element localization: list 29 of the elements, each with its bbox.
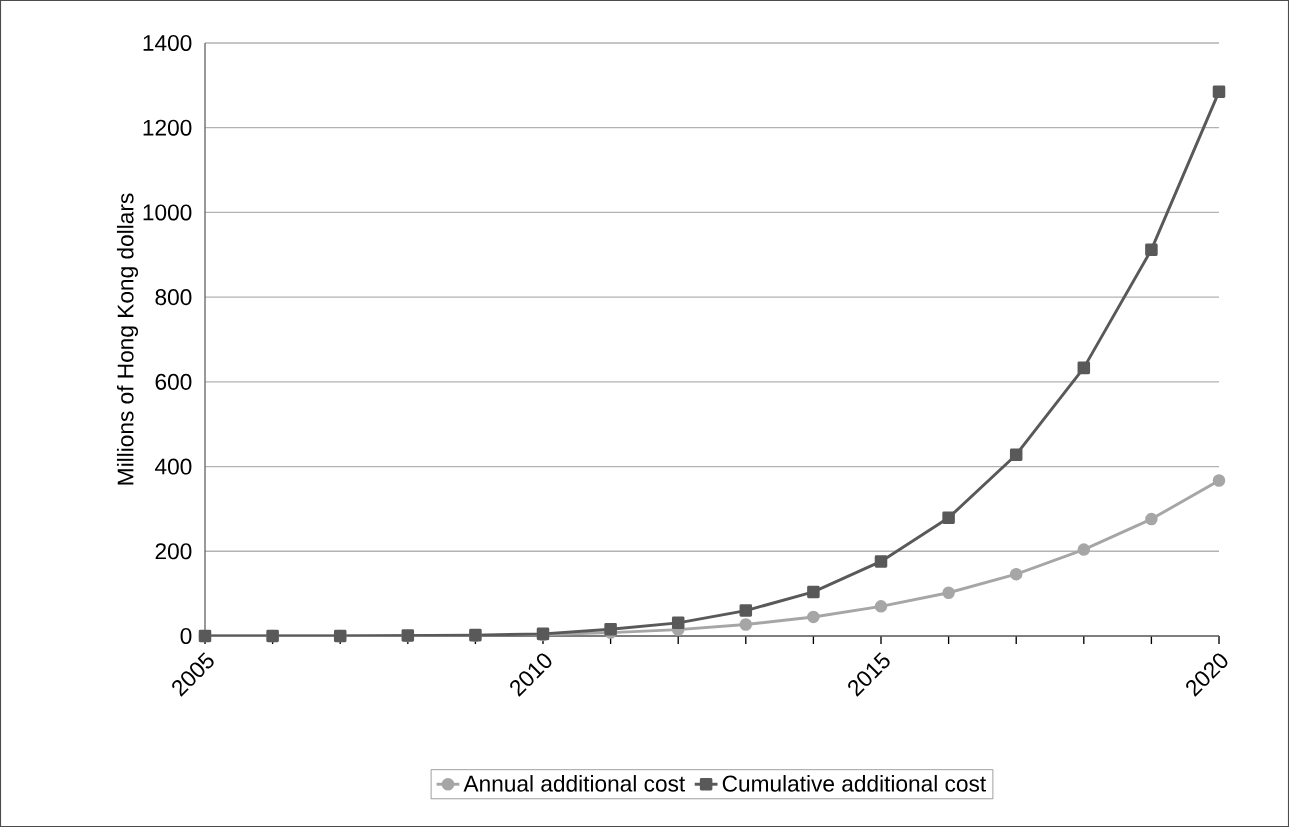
point — [1009, 448, 1023, 461]
point — [807, 610, 820, 624]
y-tick-label: 0 — [180, 627, 192, 645]
point — [739, 604, 753, 617]
point — [671, 616, 685, 630]
legend-label: Annual additional cost — [463, 775, 686, 792]
y-tick-label: 1000 — [143, 204, 192, 221]
y-tick-label: 400 — [155, 458, 192, 475]
point — [942, 586, 955, 600]
point — [1212, 85, 1226, 98]
point — [1077, 543, 1091, 556]
point — [1212, 474, 1226, 487]
y-axis-title: Millions of Hong Kong dollars — [116, 193, 139, 485]
y-tick-label: 1200 — [143, 119, 192, 136]
y-tick-label: 1400 — [143, 34, 192, 52]
point — [874, 555, 888, 568]
point — [739, 618, 753, 631]
point — [1077, 361, 1091, 375]
point — [942, 511, 955, 525]
point — [1009, 567, 1023, 581]
y-tick-label: 200 — [155, 543, 192, 560]
point — [807, 585, 820, 599]
point — [1145, 243, 1158, 256]
point — [874, 600, 888, 613]
point — [604, 622, 617, 636]
y-tick-label: 800 — [155, 289, 192, 306]
legend-label: Cumulative additional cost — [722, 775, 986, 792]
point — [1145, 512, 1158, 526]
y-tick-label: 600 — [155, 373, 192, 390]
